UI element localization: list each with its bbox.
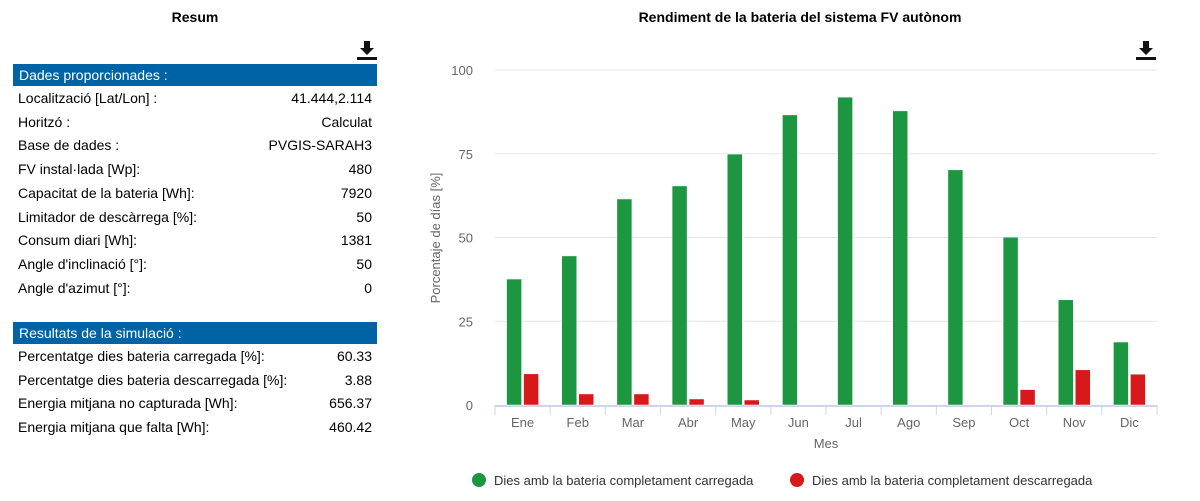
row-label: Percentatge dies bateria carregada [%]: [18, 348, 265, 364]
summary-row: Percentatge dies bateria descarregada [%… [13, 372, 377, 388]
summary-row: Angle d'inclinació [°]: 50 [13, 256, 377, 272]
legend-item[interactable]: Dies amb la bateria completament descarr… [812, 473, 1093, 488]
x-tick-label: Jul [845, 415, 862, 430]
bar-discharged [688, 398, 705, 406]
y-tick-label: 0 [466, 398, 473, 413]
y-axis-title: Porcentaje de días [%] [428, 173, 443, 304]
bar-charged [671, 185, 688, 406]
x-tick-label: Feb [567, 415, 589, 430]
section-header: Resultats de la simulació : [13, 322, 377, 344]
download-icon[interactable] [1135, 40, 1157, 60]
x-tick-label: Mar [622, 415, 645, 430]
row-value: 460.42 [329, 419, 372, 436]
bar-charged [782, 114, 798, 406]
row-value: 41.444,2.114 [291, 90, 372, 106]
bar-charged [561, 255, 577, 406]
x-tick-label: Nov [1063, 415, 1087, 430]
row-value: 480 [348, 161, 372, 178]
row-label: Localització [Lat/Lon] : [18, 90, 158, 106]
legend-marker [790, 473, 804, 487]
summary-title: Resum [171, 9, 219, 25]
y-tick-label: 100 [451, 63, 473, 78]
summary-row: Energia mitjana no capturada [Wh]: 656.37 [13, 395, 377, 411]
x-axis-title: Mes [814, 436, 839, 451]
bar-discharged [1075, 369, 1091, 406]
bar-charged [1113, 341, 1129, 406]
row-label: Horitzó : [18, 113, 71, 130]
x-tick-label: Ago [897, 415, 920, 430]
legend-item[interactable]: Dies amb la bateria completament carrega… [494, 473, 754, 488]
x-tick-label: Oct [1009, 415, 1030, 430]
y-tick-label: 25 [459, 314, 473, 329]
row-label: Energia mitjana que falta [Wh]: [18, 419, 210, 436]
bar-discharged [744, 399, 760, 406]
row-label: Energia mitjana no capturada [Wh]: [18, 395, 238, 412]
row-label: Limitador de descàrrega [%]: [18, 208, 197, 225]
x-tick-label: Ene [511, 415, 534, 430]
row-label: Capacitat de la bateria [Wh]: [18, 184, 195, 201]
bar-discharged [633, 393, 650, 406]
row-label: Angle d'inclinació [°]: [18, 255, 147, 272]
summary-row: Horitzó : Calculat [13, 114, 377, 130]
row-label: Consum diari [Wh]: [18, 232, 138, 249]
row-value: PVGIS-SARAH3 [268, 137, 372, 154]
row-value: 1381 [340, 232, 372, 249]
summary-row: Consum diari [Wh]: 1381 [13, 232, 377, 248]
bar-discharged [1130, 373, 1146, 406]
row-value: 656.37 [329, 395, 372, 412]
bar-charged [892, 110, 908, 406]
bar-discharged [578, 393, 594, 406]
x-tick-label: Jun [788, 415, 809, 430]
summary-row: Capacitat de la bateria [Wh]: 7920 [13, 185, 377, 201]
row-label: FV instal·lada [Wp]: [18, 161, 141, 178]
chart-title: Rendiment de la bateria del sistema FV a… [638, 9, 962, 25]
row-value: 50 [356, 255, 372, 272]
row-value: 7920 [340, 184, 372, 201]
row-value: 60.33 [336, 348, 372, 364]
x-tick-label: Dic [1120, 415, 1139, 430]
x-tick-label: May [731, 415, 756, 430]
bar-charged [947, 169, 964, 406]
bar-discharged [1019, 389, 1036, 406]
download-icon[interactable] [356, 40, 378, 60]
x-tick-label: Abr [678, 415, 699, 430]
summary-row: FV instal·lada [Wp]: 480 [13, 161, 377, 177]
summary-row: Base de dades : PVGIS-SARAH3 [13, 137, 377, 153]
bar-charged [837, 96, 853, 406]
row-value: Calculat [321, 113, 372, 130]
bar-discharged [523, 373, 539, 406]
summary-row: Limitador de descàrrega [%]: 50 [13, 209, 377, 225]
row-value: 3.88 [344, 371, 372, 388]
summary-row: Localització [Lat/Lon] : 41.444,2.114 [13, 90, 377, 106]
bar-charged [727, 153, 743, 406]
bar-charged [1058, 299, 1074, 406]
y-tick-label: 75 [459, 147, 473, 162]
y-tick-label: 50 [459, 231, 473, 246]
row-label: Base de dades : [18, 137, 120, 154]
summary-row: Energia mitjana que falta [Wh]: 460.42 [13, 419, 377, 435]
row-value: 50 [356, 208, 372, 225]
bar-charged [616, 198, 633, 406]
section-header: Dades proporcionades : [13, 64, 377, 86]
row-label: Percentatge dies bateria descarregada [%… [18, 371, 288, 388]
summary-row: Angle d'azimut [°]: 0 [13, 280, 377, 296]
x-tick-label: Sep [952, 415, 975, 430]
row-value: 0 [364, 279, 372, 296]
summary-row: Percentatge dies bateria carregada [%]: 6… [13, 348, 377, 364]
row-label: Angle d'azimut [°]: [18, 279, 131, 296]
bar-charged [1002, 236, 1019, 406]
bar-charged [506, 278, 522, 406]
legend-marker [472, 473, 486, 487]
